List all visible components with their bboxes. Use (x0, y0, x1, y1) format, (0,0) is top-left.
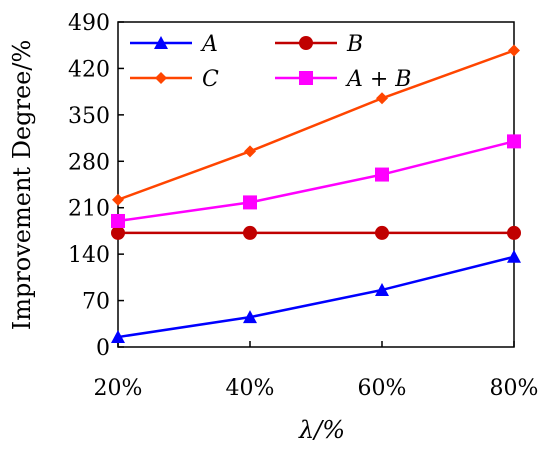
data-point-marker (243, 225, 257, 240)
series-1 (111, 249, 521, 344)
legend-item: C (130, 67, 219, 92)
data-point-marker (111, 225, 125, 240)
data-point-marker (375, 167, 389, 182)
x-tick-label: 40% (226, 376, 275, 401)
data-point-marker (375, 225, 389, 240)
y-tick-label: 420 (68, 57, 110, 82)
plot-frame (117, 21, 515, 348)
series-line (117, 140, 515, 223)
x-tick-label: 20% (94, 376, 143, 401)
legend: A B C A + B (130, 32, 411, 92)
data-point-marker (508, 44, 520, 57)
series-3 (112, 44, 520, 206)
series-line (117, 49, 515, 201)
data-point-marker (111, 213, 125, 228)
legend-swatch-marker (299, 71, 313, 85)
y-tick-label: 350 (68, 104, 110, 129)
legend-label: A + B (345, 67, 411, 92)
series-2 (111, 225, 521, 240)
legend-item: A (130, 32, 218, 57)
data-point-marker (376, 92, 388, 105)
tick-labels: 0 70 140 210 280 350 420 490 20% 40% 60% 80% (68, 11, 538, 401)
legend-swatch-marker (299, 36, 313, 50)
y-axis-title: Improvement Degree/% (8, 40, 36, 331)
series-group (111, 44, 521, 344)
series-line (117, 255, 515, 339)
legend-swatch-marker (154, 36, 168, 49)
legend-item: B (275, 32, 363, 57)
y-tick-label: 280 (68, 150, 110, 175)
series-4 (111, 134, 521, 228)
x-axis-title: λ/% (298, 416, 345, 444)
y-tick-label: 0 (96, 336, 110, 361)
x-tick-label: 80% (490, 376, 539, 401)
y-tick-label: 140 (68, 243, 110, 268)
data-point-marker (112, 193, 124, 206)
data-point-marker (507, 225, 521, 240)
y-tick-label: 210 (68, 197, 110, 222)
y-tick-label: 70 (82, 290, 110, 315)
data-point-marker (244, 145, 256, 158)
x-tick-label: 60% (358, 376, 407, 401)
legend-label: B (346, 32, 363, 57)
data-point-marker (243, 310, 257, 324)
data-point-marker (375, 282, 389, 296)
data-point-marker (507, 134, 521, 149)
legend-swatch-marker (155, 72, 167, 84)
data-point-marker (507, 249, 521, 263)
data-point-marker (111, 330, 125, 344)
legend-item: A + B (275, 67, 411, 92)
legend-label: A (200, 32, 218, 57)
legend-label: C (202, 67, 219, 92)
data-point-marker (243, 195, 257, 210)
y-tick-label: 490 (68, 11, 110, 36)
